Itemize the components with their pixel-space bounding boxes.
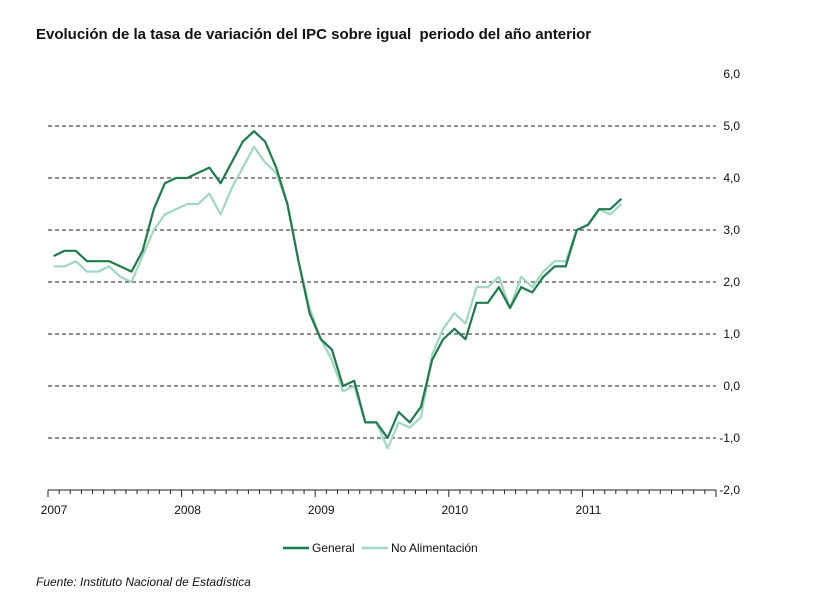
y-tick-label: 2,0 xyxy=(723,275,740,289)
legend-label: General xyxy=(312,541,355,555)
series-line-no-alimentacion xyxy=(53,145,623,450)
chart-title: Evolución de la tasa de variación del IP… xyxy=(36,26,592,43)
y-tick-label: 5,0 xyxy=(723,119,740,133)
x-axis-tick-labels: 2007 2008 2009 2010 2011 xyxy=(41,503,602,517)
y-tick-label: -1,0 xyxy=(719,431,740,445)
y-tick-label: 3,0 xyxy=(723,223,740,237)
source-note: Fuente: Instituto Nacional de Estadístic… xyxy=(36,575,251,589)
series-line-general xyxy=(53,130,623,440)
x-axis xyxy=(47,489,717,497)
series-lines xyxy=(53,130,623,450)
y-axis-tick-labels: 6,0 5,0 4,0 3,0 2,0 1,0 0,0 -1,0 -2,0 xyxy=(719,67,740,497)
y-tick-label: 4,0 xyxy=(723,171,740,185)
x-tick-label: 2008 xyxy=(174,503,201,517)
y-tick-label: 6,0 xyxy=(723,67,740,81)
grid-lines xyxy=(48,125,716,439)
x-tick-label: 2010 xyxy=(441,503,468,517)
x-tick-label: 2007 xyxy=(41,503,68,517)
x-tick-label: 2009 xyxy=(308,503,335,517)
y-tick-label: -2,0 xyxy=(719,483,740,497)
x-tick-label: 2011 xyxy=(575,503,601,517)
y-tick-label: 1,0 xyxy=(723,327,740,341)
legend: General No Alimentación xyxy=(283,541,478,555)
legend-label: No Alimentación xyxy=(391,541,478,555)
y-tick-label: 0,0 xyxy=(723,379,740,393)
